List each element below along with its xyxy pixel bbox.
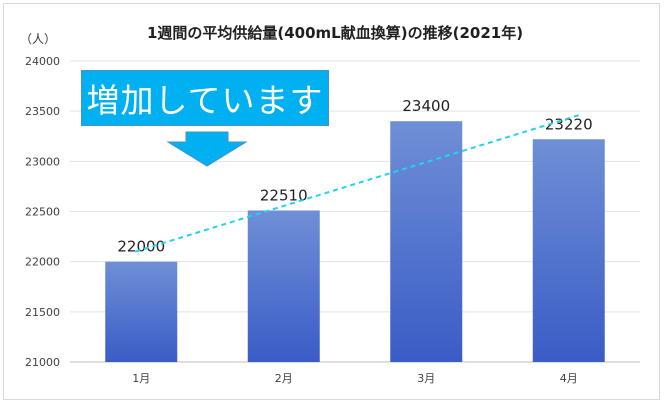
callout-label: 増加しています — [81, 70, 329, 126]
data-label: 22510 — [260, 186, 308, 204]
x-tick-label: 3月 — [417, 372, 435, 385]
bar — [390, 121, 463, 362]
data-label: 22000 — [117, 238, 165, 256]
bar — [105, 261, 178, 362]
y-tick-label: 23500 — [25, 105, 60, 118]
chart-title: 1週間の平均供給量(400mL献血換算)の推移(2021年) — [147, 24, 523, 42]
down-arrow-icon — [166, 131, 248, 167]
x-tick-label: 1月 — [132, 372, 150, 385]
y-tick-label: 23000 — [25, 155, 60, 168]
data-label: 23220 — [545, 115, 593, 133]
x-tick-label: 2月 — [275, 372, 293, 385]
bars — [105, 121, 605, 362]
x-tick-label: 4月 — [560, 372, 578, 385]
x-axis-ticks: 1月 2月 3月 4月 — [132, 372, 578, 385]
y-tick-label: 21500 — [25, 306, 60, 319]
data-labels: 22000 22510 23400 23220 — [117, 97, 592, 255]
bar — [247, 210, 320, 362]
data-label: 23400 — [402, 97, 450, 115]
y-tick-label: 21000 — [25, 356, 60, 369]
y-axis-unit: （人） — [20, 32, 56, 46]
y-tick-label: 22000 — [25, 256, 60, 269]
y-tick-label: 22500 — [25, 206, 60, 219]
bar — [532, 139, 605, 362]
y-tick-label: 24000 — [25, 55, 60, 68]
y-axis-ticks: 21000 21500 22000 22500 23000 23500 24000 — [25, 55, 60, 369]
